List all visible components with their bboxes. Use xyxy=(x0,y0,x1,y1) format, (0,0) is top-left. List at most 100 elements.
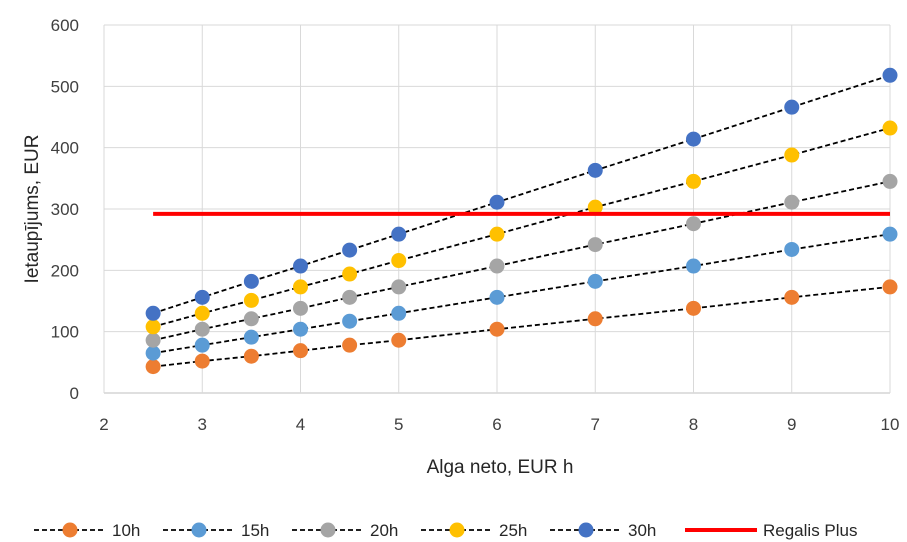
legend-label: 25h xyxy=(499,521,527,540)
data-point xyxy=(293,300,308,316)
data-point xyxy=(194,305,210,321)
y-tick-label: 200 xyxy=(51,261,79,280)
data-point xyxy=(293,279,308,295)
data-point xyxy=(882,173,898,189)
data-point xyxy=(489,226,505,242)
data-point xyxy=(145,332,161,348)
data-point xyxy=(882,120,898,136)
data-point xyxy=(489,194,505,210)
data-point xyxy=(784,241,800,257)
data-point xyxy=(686,300,701,316)
data-point xyxy=(243,348,259,364)
data-point xyxy=(145,319,161,335)
data-point xyxy=(243,329,259,345)
x-tick-label: 7 xyxy=(591,415,600,434)
x-axis-ticks: 2 3 4 5 6 7 8 9 10 xyxy=(99,415,899,434)
series-line xyxy=(152,233,891,355)
series-layer xyxy=(145,67,898,375)
data-point xyxy=(194,289,210,305)
x-axis-title: Alga neto, EUR h xyxy=(427,457,574,478)
data-point xyxy=(342,337,358,353)
data-point xyxy=(293,343,308,359)
legend-label: 10h xyxy=(112,521,140,540)
data-point xyxy=(243,273,259,289)
x-tick-label: 6 xyxy=(492,415,501,434)
legend-item: 10h xyxy=(34,521,140,540)
data-point xyxy=(587,311,603,327)
legend-item: 15h xyxy=(163,521,269,540)
data-point xyxy=(391,332,407,348)
y-tick-label: 500 xyxy=(51,77,79,96)
data-point xyxy=(489,289,505,305)
x-tick-label: 2 xyxy=(99,415,108,434)
data-point xyxy=(686,131,701,147)
data-point xyxy=(342,313,358,329)
series-10h xyxy=(145,279,898,375)
x-tick-label: 3 xyxy=(198,415,207,434)
legend-marker xyxy=(191,522,207,538)
y-tick-label: 0 xyxy=(70,384,79,403)
legend-marker xyxy=(320,522,336,538)
legend-label: 20h xyxy=(370,521,398,540)
data-point xyxy=(784,147,800,163)
data-point xyxy=(686,258,701,274)
x-tick-label: 9 xyxy=(787,415,796,434)
series-line xyxy=(153,285,891,368)
y-tick-label: 300 xyxy=(51,200,79,219)
legend: 10h 15h 20h 25h 30h Regalis Plus xyxy=(34,521,858,540)
data-point xyxy=(243,311,259,327)
legend-label: 30h xyxy=(628,521,656,540)
data-point xyxy=(587,199,603,215)
y-axis-title: Ietaupījums, EUR xyxy=(22,135,43,284)
legend-marker xyxy=(62,522,78,538)
y-tick-label: 100 xyxy=(51,323,79,342)
data-point xyxy=(489,258,505,274)
data-point xyxy=(342,242,358,258)
data-point xyxy=(145,345,161,361)
data-point xyxy=(391,253,407,269)
data-point xyxy=(784,289,800,305)
x-tick-label: 4 xyxy=(296,415,305,434)
data-point xyxy=(391,226,407,242)
data-point xyxy=(587,162,603,178)
data-point xyxy=(587,273,603,289)
legend-item: 20h xyxy=(292,521,398,540)
legend-item: Regalis Plus xyxy=(685,521,858,540)
data-point xyxy=(391,305,407,321)
x-tick-label: 10 xyxy=(881,415,900,434)
data-point xyxy=(293,258,308,274)
series-line xyxy=(152,74,891,315)
series-25h xyxy=(145,120,898,335)
y-tick-label: 400 xyxy=(51,139,79,158)
data-point xyxy=(293,321,308,337)
legend-item: 30h xyxy=(550,521,656,540)
data-point xyxy=(882,279,898,295)
data-point xyxy=(194,353,210,369)
y-tick-label: 600 xyxy=(51,16,79,35)
series-line xyxy=(152,127,891,328)
legend-item: 25h xyxy=(421,521,527,540)
data-point xyxy=(587,237,603,253)
y-axis-ticks: 0 100 200 300 400 500 600 xyxy=(51,16,79,403)
legend-marker xyxy=(578,522,594,538)
legend-marker xyxy=(449,522,465,538)
x-tick-label: 5 xyxy=(394,415,403,434)
data-point xyxy=(686,173,701,189)
data-point xyxy=(194,321,210,337)
series-30h xyxy=(145,67,898,321)
series-15h xyxy=(145,226,898,361)
data-point xyxy=(882,226,898,242)
data-point xyxy=(194,337,210,353)
x-tick-label: 8 xyxy=(689,415,698,434)
series-line xyxy=(152,180,891,342)
data-point xyxy=(784,194,800,210)
data-point xyxy=(686,216,701,232)
data-point xyxy=(145,305,161,321)
data-point xyxy=(145,359,161,375)
legend-label: 15h xyxy=(241,521,269,540)
legend-label: Regalis Plus xyxy=(763,521,858,540)
data-point xyxy=(882,67,898,83)
series-20h xyxy=(145,173,898,348)
data-point xyxy=(342,289,358,305)
